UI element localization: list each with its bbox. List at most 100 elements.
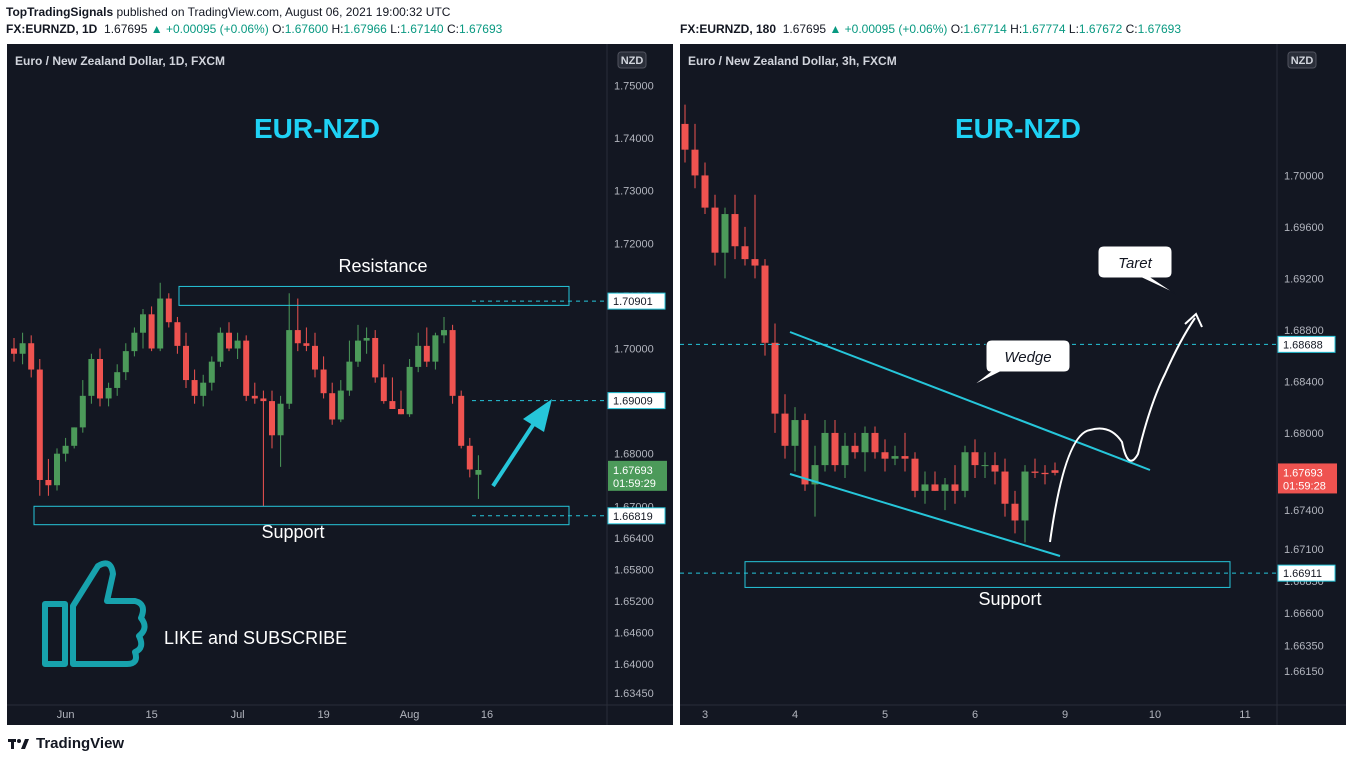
candle-body: [771, 342, 779, 414]
candle-body: [363, 337, 370, 341]
candle-body: [931, 484, 939, 491]
y-tick-label: 1.66400: [614, 533, 654, 545]
candle-body: [269, 401, 275, 436]
left-high: 1.67966: [343, 22, 387, 36]
candle-body: [971, 452, 979, 466]
chart-pane-daily[interactable]: Euro / New Zealand Dollar, 1D, FXCM NZD 1.…: [7, 44, 673, 725]
candle-body: [398, 408, 404, 415]
candle-body: [961, 452, 969, 491]
candle-body: [841, 445, 849, 466]
right-o-label: O:: [950, 22, 964, 36]
x-tick-label: Jun: [57, 709, 75, 721]
y-tick-label: 1.65200: [614, 596, 654, 608]
y-tick-label: 1.64600: [614, 628, 654, 640]
candle-body: [406, 366, 413, 415]
x-tick-label: 11: [1239, 709, 1250, 721]
level-price-box: [607, 292, 666, 310]
right-c-label: C:: [1125, 22, 1138, 36]
candle-body: [791, 420, 799, 446]
candle-body: [851, 445, 859, 453]
candle-body: [226, 332, 232, 349]
right-price: 1.67695: [782, 22, 827, 36]
last-price-box: [1278, 463, 1337, 494]
candle-body: [415, 345, 422, 367]
candle-body: [36, 369, 43, 480]
candle-body: [312, 345, 318, 370]
level-price-label: 1.66911: [1283, 568, 1322, 580]
candle-body: [941, 484, 949, 491]
x-tick-label: Aug: [400, 709, 420, 721]
x-tick-label: 5: [882, 709, 888, 721]
chart-title: EUR-NZD: [955, 113, 1081, 144]
candle-body: [781, 413, 789, 446]
chart-pane-3h[interactable]: Euro / New Zealand Dollar, 3h, FXCM NZD 1.…: [680, 44, 1346, 725]
right-high: 1.67774: [1022, 22, 1066, 36]
y-tick-label: 1.64000: [614, 659, 654, 671]
candle-body: [466, 445, 473, 470]
target-callout: [1097, 245, 1177, 295]
candle-body: [711, 207, 719, 253]
pane-title: Euro / New Zealand Dollar, 3h, FXCM: [688, 54, 897, 68]
candle-body: [691, 149, 699, 176]
candle-body: [140, 314, 146, 333]
y-tick-label: 1.67400: [1284, 505, 1324, 517]
y-tick-label: 1.69200: [1284, 273, 1324, 285]
left-change: ▲ +0.00095 (+0.06%): [150, 22, 269, 36]
level-price-label: 1.68688: [1283, 339, 1323, 351]
wedge-upper-line: [789, 331, 1151, 471]
currency-badge: [617, 51, 647, 69]
level-price-label: 1.70901: [613, 296, 653, 308]
up-arrow-head: [523, 399, 552, 432]
cta-label: LIKE and SUBSCRIBE: [164, 628, 347, 648]
candle-body: [901, 456, 909, 459]
currency-badge-label: NZD: [1291, 55, 1314, 67]
candle-body: [449, 330, 456, 396]
left-low: 1.67140: [400, 22, 444, 36]
x-tick-label: 19: [317, 709, 329, 721]
x-tick-label: 15: [145, 709, 157, 721]
candle-body: [731, 214, 739, 247]
support-zone: [33, 505, 570, 526]
left-c-label: C:: [446, 22, 459, 36]
candle-body: [54, 453, 60, 486]
daily-chart-svg[interactable]: Euro / New Zealand Dollar, 1D, FXCM NZD 1.…: [7, 44, 673, 725]
y-tick-label: 1.72000: [614, 238, 654, 250]
wedge-callout: [971, 339, 1071, 387]
candle-body: [951, 484, 959, 491]
candle-body: [721, 214, 729, 253]
tradingview-logo[interactable]: TradingView: [8, 735, 124, 752]
candle-body: [891, 456, 899, 459]
y-tick-label: 1.67100: [1284, 544, 1324, 556]
candle-body: [105, 387, 112, 399]
candle-body: [208, 361, 215, 383]
candle-body: [28, 343, 35, 370]
candle-body: [1021, 471, 1029, 521]
candle-body: [475, 469, 482, 475]
candle-body: [165, 298, 172, 323]
candle-body: [174, 322, 181, 346]
candle-body: [277, 403, 284, 436]
candle-body: [380, 377, 387, 402]
y-tick-label: 1.68400: [1284, 376, 1324, 388]
candle-body: [981, 465, 989, 467]
y-tick-label: 1.66350: [1284, 640, 1324, 652]
candle-body: [441, 330, 447, 336]
right-open: 1.67714: [963, 22, 1007, 36]
candle-body: [122, 351, 129, 373]
candle-body: [294, 330, 301, 344]
y-tick-label: 1.73000: [614, 186, 654, 198]
left-o-label: O:: [272, 22, 285, 36]
left-open: 1.67600: [284, 22, 329, 36]
right-symbol: FX:EURNZD, 180: [680, 22, 777, 36]
x-tick-label: 16: [481, 709, 493, 721]
candle-body: [88, 359, 95, 396]
candle-body: [303, 343, 310, 346]
candle-body: [45, 479, 52, 486]
x-tick-label: Jul: [231, 709, 245, 721]
3h-chart-svg[interactable]: Euro / New Zealand Dollar, 3h, FXCM NZD 1.…: [680, 44, 1346, 725]
publisher-name[interactable]: TopTradingSignals: [6, 5, 114, 19]
candle-body: [148, 314, 155, 349]
candle-body: [329, 393, 336, 420]
wedge-lower-line: [789, 473, 1061, 557]
candle-body: [71, 427, 78, 446]
